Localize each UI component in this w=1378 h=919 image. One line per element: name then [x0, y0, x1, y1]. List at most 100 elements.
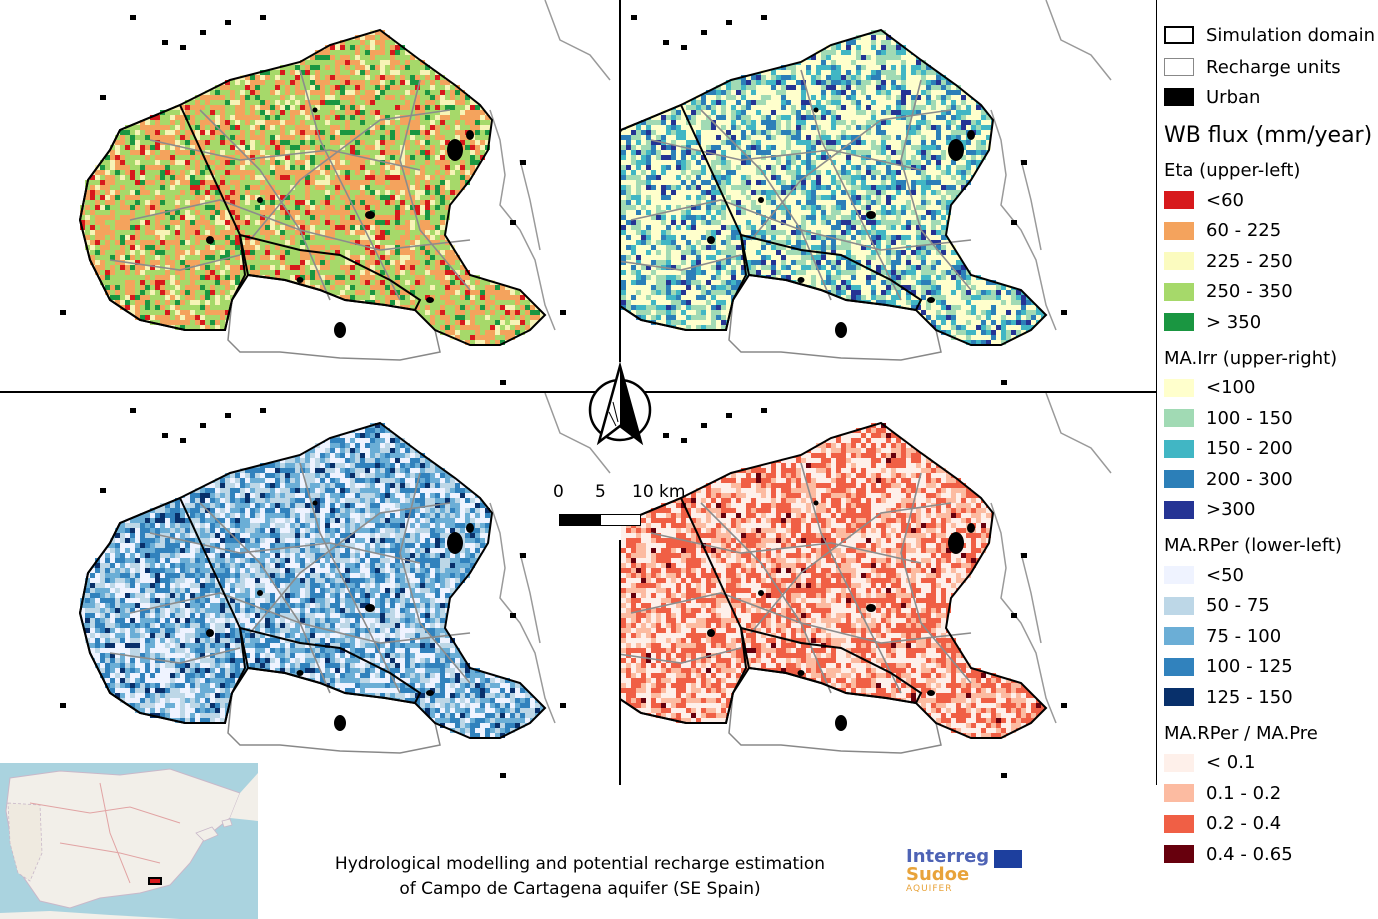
urban-area [967, 523, 975, 533]
urban-area [866, 211, 876, 219]
legend-item: 250 - 350 [1164, 281, 1293, 303]
legend-swatch [1164, 753, 1194, 772]
legend-swatch [1164, 313, 1194, 331]
north-arrow-icon [585, 361, 655, 448]
urban-area [927, 690, 935, 696]
legend-swatch [1164, 439, 1194, 458]
caption-line-1: Hydrological modelling and potential rec… [334, 854, 826, 874]
urban-area [758, 197, 764, 203]
legend-swatch [1164, 500, 1194, 519]
urban-area [813, 107, 819, 113]
urban-area [426, 690, 434, 696]
scale-label-0: 0 [553, 482, 564, 502]
right-frame-line [1156, 0, 1157, 785]
legend-item: < 0.1 [1164, 752, 1255, 774]
legend-swatch [1164, 814, 1194, 833]
legend-recharge-units: Recharge units [1164, 56, 1341, 78]
legend-swatch [1164, 191, 1194, 209]
legend-swatch [1164, 845, 1194, 863]
simulation-domain-outline [78, 421, 547, 739]
urban-area [296, 670, 304, 676]
scale-bar: 0 5 10 km [545, 482, 695, 532]
urban-area [312, 500, 318, 506]
coastline [489, 393, 611, 724]
legend-item-label: 100 - 150 [1206, 407, 1293, 429]
eu-flag-icon [994, 850, 1022, 868]
legend-item-label: 125 - 150 [1206, 686, 1293, 708]
urban-area [967, 130, 975, 140]
legend-item-label: 150 - 200 [1206, 438, 1293, 459]
legend-item-label: <50 [1206, 564, 1244, 586]
urban-area [206, 629, 214, 637]
legend-item: 150 - 200 [1164, 438, 1293, 460]
legend-group-heading: MA.RPer (lower-left) [1164, 535, 1342, 556]
urban-area [257, 590, 263, 596]
urban-area [312, 107, 318, 113]
legend-swatch [1164, 784, 1194, 802]
urban-area [257, 197, 263, 203]
recharge-unit-boundaries [109, 462, 471, 694]
recharge-ratio-map-panel [621, 393, 1157, 785]
urban-area [866, 604, 876, 612]
legend-group-heading: Eta (upper-left) [1164, 160, 1301, 181]
legend-swatch [1164, 221, 1194, 240]
urban-area [813, 500, 819, 506]
urban-area [334, 715, 346, 731]
legend-swatch [1164, 657, 1194, 676]
urban-area [466, 523, 474, 533]
legend-item: 50 - 75 [1164, 595, 1270, 617]
legend-item: > 350 [1164, 311, 1261, 333]
map-caption: Hydrological modelling and potential rec… [300, 852, 860, 902]
urban-area [206, 236, 214, 244]
legend-item-label: <60 [1206, 189, 1244, 211]
interreg-sudoe-logo: Interreg Sudoe AQUIFER [906, 846, 1026, 906]
urban-area [927, 297, 935, 303]
legend-item-label: 250 - 350 [1206, 281, 1293, 302]
vertical-divider-bottom [619, 540, 621, 785]
legend-item: 0.1 - 0.2 [1164, 782, 1281, 804]
vertical-divider-top [619, 0, 621, 362]
simulation-domain-outline [621, 28, 1048, 346]
legend-item: 225 - 250 [1164, 250, 1293, 272]
legend-item: <50 [1164, 564, 1244, 586]
legend-simulation-domain: Simulation domain [1164, 24, 1375, 46]
legend-item: 60 - 225 [1164, 220, 1281, 242]
legend-swatch [1164, 282, 1194, 301]
urban-area [797, 670, 805, 676]
legend-item-label: 50 - 75 [1206, 595, 1270, 616]
urban-area [365, 211, 375, 219]
legend-swatch [1164, 470, 1194, 488]
recharge-unit-boundaries [621, 462, 972, 694]
legend-item-label: 100 - 125 [1206, 656, 1293, 677]
legend-item: <100 [1164, 377, 1255, 399]
caption-line-2: of Campo de Cartagena aquifer (SE Spain) [399, 879, 761, 899]
legend-item-label: > 350 [1206, 311, 1262, 333]
legend-swatch [1164, 688, 1194, 706]
legend-item: <60 [1164, 189, 1244, 211]
irrigation-map-panel [621, 0, 1157, 392]
legend-title: WB flux (mm/year) [1164, 123, 1373, 148]
percolation-map-panel [0, 393, 620, 785]
urban-area [797, 277, 805, 283]
legend-item: 100 - 125 [1164, 656, 1293, 678]
eta-map-panel [0, 0, 620, 392]
legend-item-label: 75 - 100 [1206, 625, 1282, 647]
flux-raster [621, 30, 1041, 345]
scale-label-10: 10 km [632, 482, 686, 502]
urban-area [466, 130, 474, 140]
legend-swatch [1164, 252, 1194, 270]
legend-item-label: <100 [1206, 377, 1256, 398]
legend-item: 125 - 150 [1164, 686, 1293, 708]
legend-swatch [1164, 409, 1194, 427]
legend-item: 100 - 150 [1164, 407, 1293, 429]
iberia-inset-map [0, 763, 258, 919]
legend-item-label: < 0.1 [1206, 752, 1256, 773]
legend-swatch [1164, 596, 1194, 615]
legend-item: >300 [1164, 499, 1255, 521]
urban-area [948, 532, 964, 554]
urban-area [447, 532, 463, 554]
legend-item: 75 - 100 [1164, 625, 1281, 647]
legend-item-label: >300 [1206, 499, 1256, 520]
legend-swatch [1164, 566, 1194, 584]
legend-item-label: 0.4 - 0.65 [1206, 843, 1293, 865]
